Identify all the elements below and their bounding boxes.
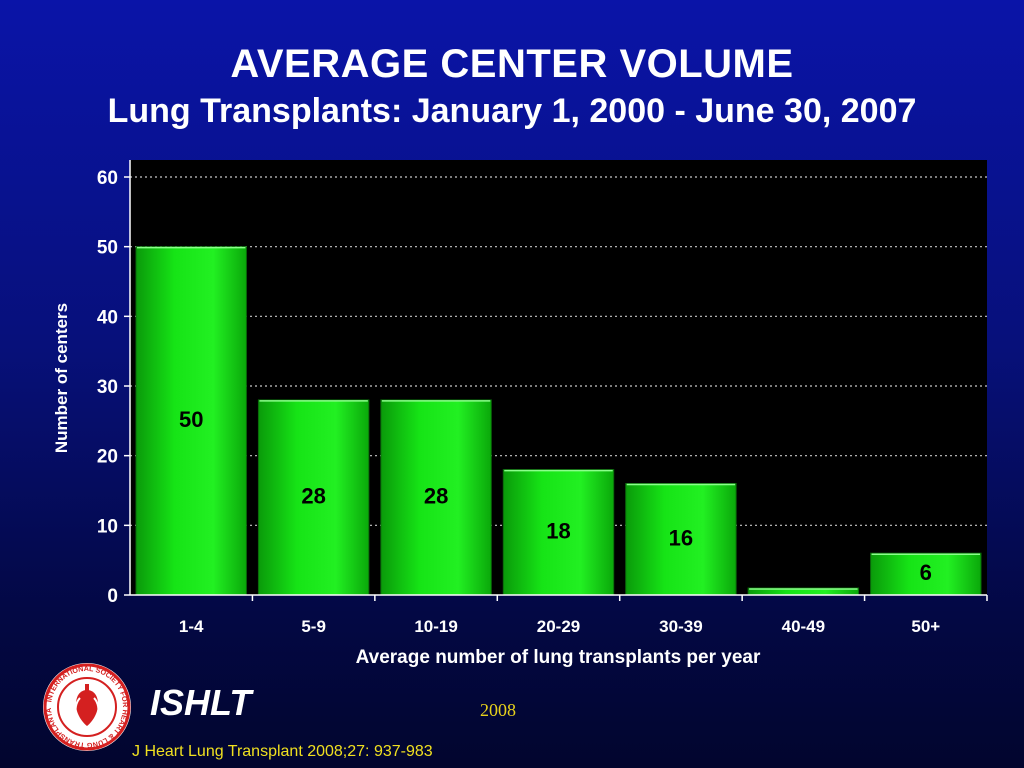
data-labels: 50 28 28 18 16 6: [179, 407, 932, 585]
data-label: 6: [920, 560, 932, 585]
bar: [257, 399, 370, 596]
publication-year: 2008: [480, 700, 516, 720]
x-tick-label: 20-29: [537, 617, 580, 636]
slide-subtitle: Lung Transplants: January 1, 2000 - June…: [107, 92, 917, 130]
x-axis-title: Average number of lung transplants per y…: [355, 647, 761, 668]
axes: [124, 160, 988, 601]
y-tick-label: 50: [97, 238, 118, 259]
x-tick-label: 5-9: [301, 617, 326, 636]
bar: [380, 399, 492, 596]
y-tick-label: 0: [107, 586, 118, 607]
y-axis-title: Number of centers: [52, 302, 71, 454]
ishlt-logo-icon: INTERNATIONAL SOCIETY FOR HEART & LUNG T…: [40, 660, 131, 751]
org-name: ISHLT: [150, 682, 252, 723]
x-tick-label: 30-39: [659, 617, 702, 636]
y-tick-label: 60: [97, 168, 118, 189]
slide-title: AVERAGE CENTER VOLUME: [230, 42, 794, 86]
bar: [502, 469, 615, 596]
journal-citation: J Heart Lung Transplant 2008;27: 937-983: [132, 743, 433, 760]
data-label: 16: [669, 525, 693, 550]
y-tick-label: 20: [97, 447, 118, 468]
y-tick-label: 40: [97, 307, 118, 328]
x-tick-label: 10-19: [414, 617, 457, 636]
data-label: 50: [179, 407, 203, 432]
data-label: 18: [546, 518, 570, 543]
x-tick-label: 50+: [911, 617, 940, 636]
y-tick-labels: 0 10 20 30 40 50 60: [97, 168, 118, 607]
x-tick-label: 40-49: [782, 617, 825, 636]
data-label: 28: [424, 483, 448, 508]
y-tick-label: 30: [97, 377, 118, 398]
x-tick-labels: 1-4 5-9 10-19 20-29 30-39 40-49 50+: [179, 617, 940, 636]
bar: [870, 552, 982, 596]
bar: [135, 246, 247, 596]
data-label: 28: [301, 483, 325, 508]
y-tick-label: 10: [97, 516, 118, 537]
x-tick-label: 1-4: [179, 617, 204, 636]
bars: [135, 246, 982, 596]
bar: [625, 483, 737, 596]
